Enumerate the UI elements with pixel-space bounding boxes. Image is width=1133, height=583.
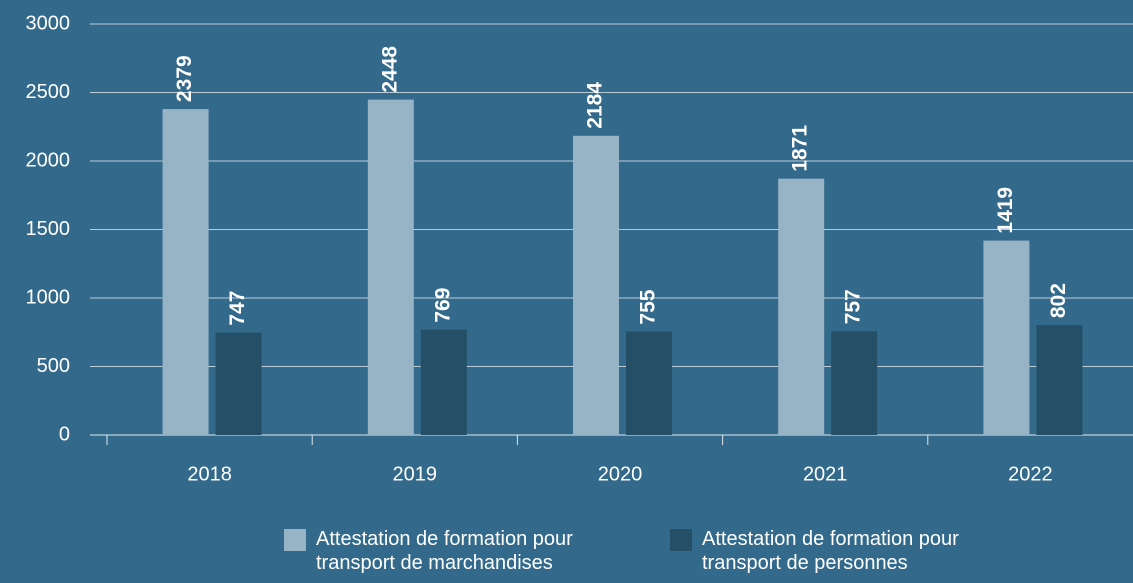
legend-item: Attestation de formation pour transport …	[284, 527, 646, 575]
legend-label: Attestation de formation pour transport …	[702, 528, 959, 574]
bar	[626, 331, 672, 435]
legend-item: Attestation de formation pour transport …	[670, 527, 1032, 575]
bar	[983, 240, 1030, 435]
data-label: 769	[431, 288, 454, 323]
legend-swatch	[670, 529, 692, 551]
y-tick-label: 2500	[26, 81, 71, 103]
data-label: 1419	[994, 187, 1017, 234]
data-label: 802	[1047, 283, 1070, 318]
data-label: 2379	[173, 55, 196, 102]
x-tick-label: 2020	[598, 463, 643, 485]
x-tick-label: 2018	[187, 463, 232, 485]
y-tick-label: 1000	[26, 286, 71, 308]
y-tick-label: 500	[37, 355, 70, 377]
data-label: 755	[637, 289, 660, 324]
y-tick-label: 0	[59, 423, 70, 445]
y-tick-label: 2000	[26, 149, 71, 171]
bar	[367, 99, 414, 436]
bar	[1036, 325, 1083, 435]
legend-label: Attestation de formation pour transport …	[316, 528, 573, 574]
data-label: 2448	[378, 46, 401, 93]
data-label: 2184	[584, 82, 607, 129]
data-label: 747	[226, 291, 249, 326]
bar	[573, 135, 619, 436]
bar	[420, 329, 467, 435]
y-tick-label: 1500	[26, 218, 71, 240]
data-label: 1871	[789, 125, 812, 172]
bar	[215, 332, 262, 435]
data-label: 757	[842, 289, 865, 324]
bar	[831, 331, 878, 435]
bar	[162, 109, 209, 436]
x-tick-label: 2019	[393, 463, 438, 485]
bar	[778, 178, 825, 435]
y-tick-label: 3000	[26, 12, 71, 34]
x-tick-label: 2022	[1008, 463, 1053, 485]
x-tick-label: 2021	[803, 463, 848, 485]
legend-swatch	[284, 529, 306, 551]
